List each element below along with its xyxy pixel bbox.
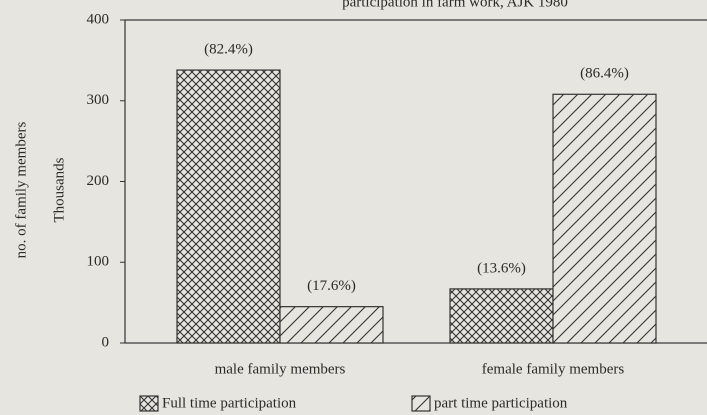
- y-tick-label: 400: [87, 11, 110, 27]
- x-tick-label: female family members: [482, 361, 625, 377]
- y-tick-label: 0: [102, 334, 110, 350]
- bar: [176, 69, 281, 344]
- bar-annotation: (86.4%): [580, 66, 629, 82]
- bar-annotation: (13.6%): [477, 260, 526, 276]
- legend-label: part time participation: [434, 395, 568, 411]
- y-axis-label: no. of family members: [13, 122, 29, 259]
- chart-title: participation in farm work, AJK 1980: [342, 0, 568, 10]
- y-axis-label: Thousands: [51, 157, 67, 222]
- bar: [279, 306, 384, 344]
- bar: [552, 93, 657, 344]
- bar-annotation: (82.4%): [204, 42, 253, 58]
- legend-swatch: [411, 395, 431, 412]
- y-tick-label: 300: [87, 92, 110, 108]
- bar-annotation: (17.6%): [307, 278, 356, 294]
- bar: [449, 288, 554, 344]
- legend-swatch: [139, 395, 159, 412]
- legend-label: Full time participation: [162, 395, 297, 411]
- y-tick-label: 200: [87, 173, 110, 189]
- y-tick-label: 100: [87, 254, 110, 270]
- x-tick-label: male family members: [215, 361, 346, 377]
